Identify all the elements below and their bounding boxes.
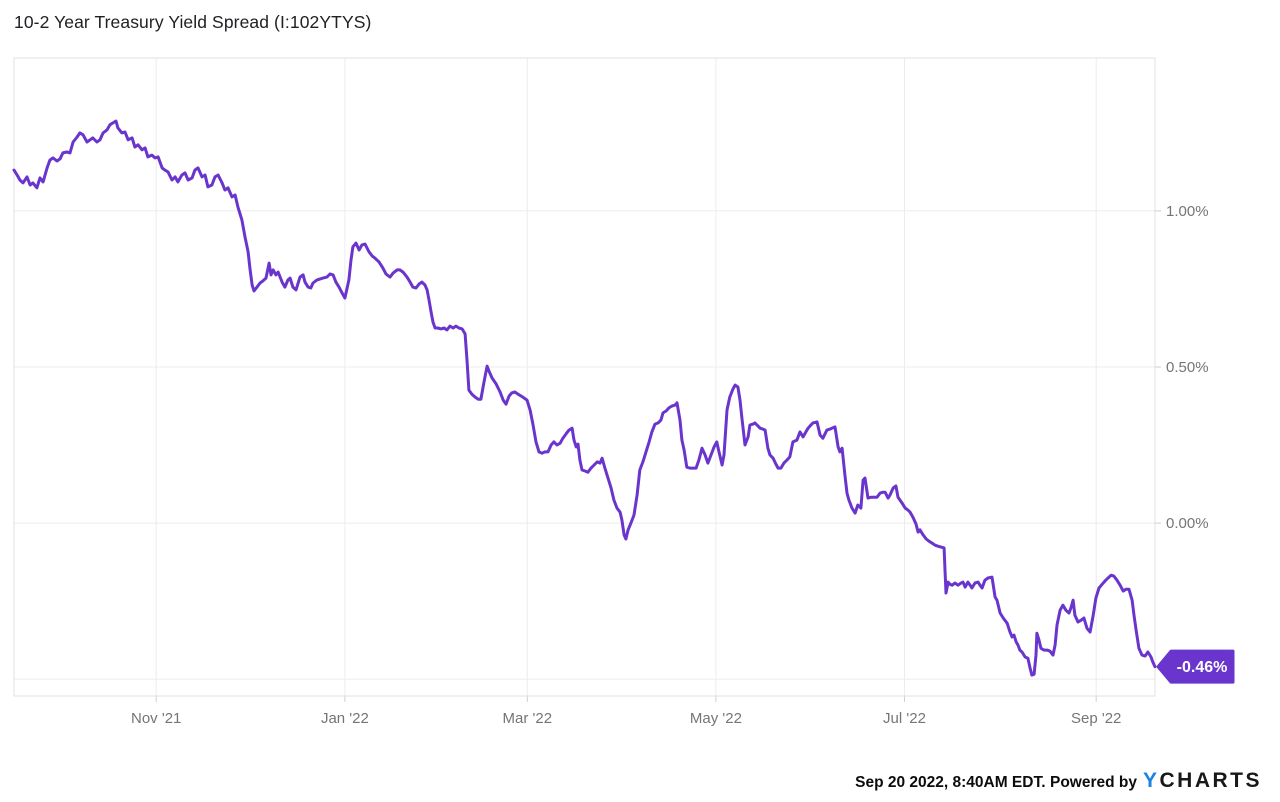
- x-axis-label: Mar '22: [503, 710, 553, 727]
- chart-canvas: 1.00% 0.50% 0.00% Nov '21 Jan '22 Mar '2…: [12, 57, 1235, 727]
- ycharts-logo-charts: CHARTS: [1159, 769, 1262, 792]
- chart-footer: Sep 20 2022, 8:40AM EDT. Powered by YCHA…: [855, 769, 1262, 793]
- y-axis-label: 0.00%: [1166, 515, 1209, 532]
- plot-border: [13, 57, 1156, 697]
- x-axis-label: Jul '22: [883, 710, 926, 727]
- y-axis-label: 0.50%: [1166, 359, 1209, 376]
- powered-by-label: Powered by: [1049, 774, 1137, 791]
- plot-area[interactable]: [14, 58, 1155, 696]
- timestamp: Sep 20 2022, 8:40AM EDT.: [855, 774, 1046, 791]
- chart-title: 10-2 Year Treasury Yield Spread (I:102YT…: [14, 12, 372, 32]
- last-value-badge-label: -0.46%: [1177, 659, 1228, 676]
- last-value-badge: [1156, 649, 1235, 684]
- ycharts-logo[interactable]: YCHARTS: [1143, 769, 1262, 793]
- chart-layers: [12, 57, 1235, 702]
- x-axis-label: Nov '21: [131, 710, 181, 727]
- y-axis-label: 1.00%: [1166, 203, 1209, 220]
- x-axis-label: May '22: [690, 710, 742, 727]
- ycharts-logo-y-icon: Y: [1142, 769, 1160, 792]
- x-axis-label: Sep '22: [1071, 710, 1121, 727]
- x-axis-label: Jan '22: [321, 710, 369, 727]
- series-line: [12, 119, 1157, 677]
